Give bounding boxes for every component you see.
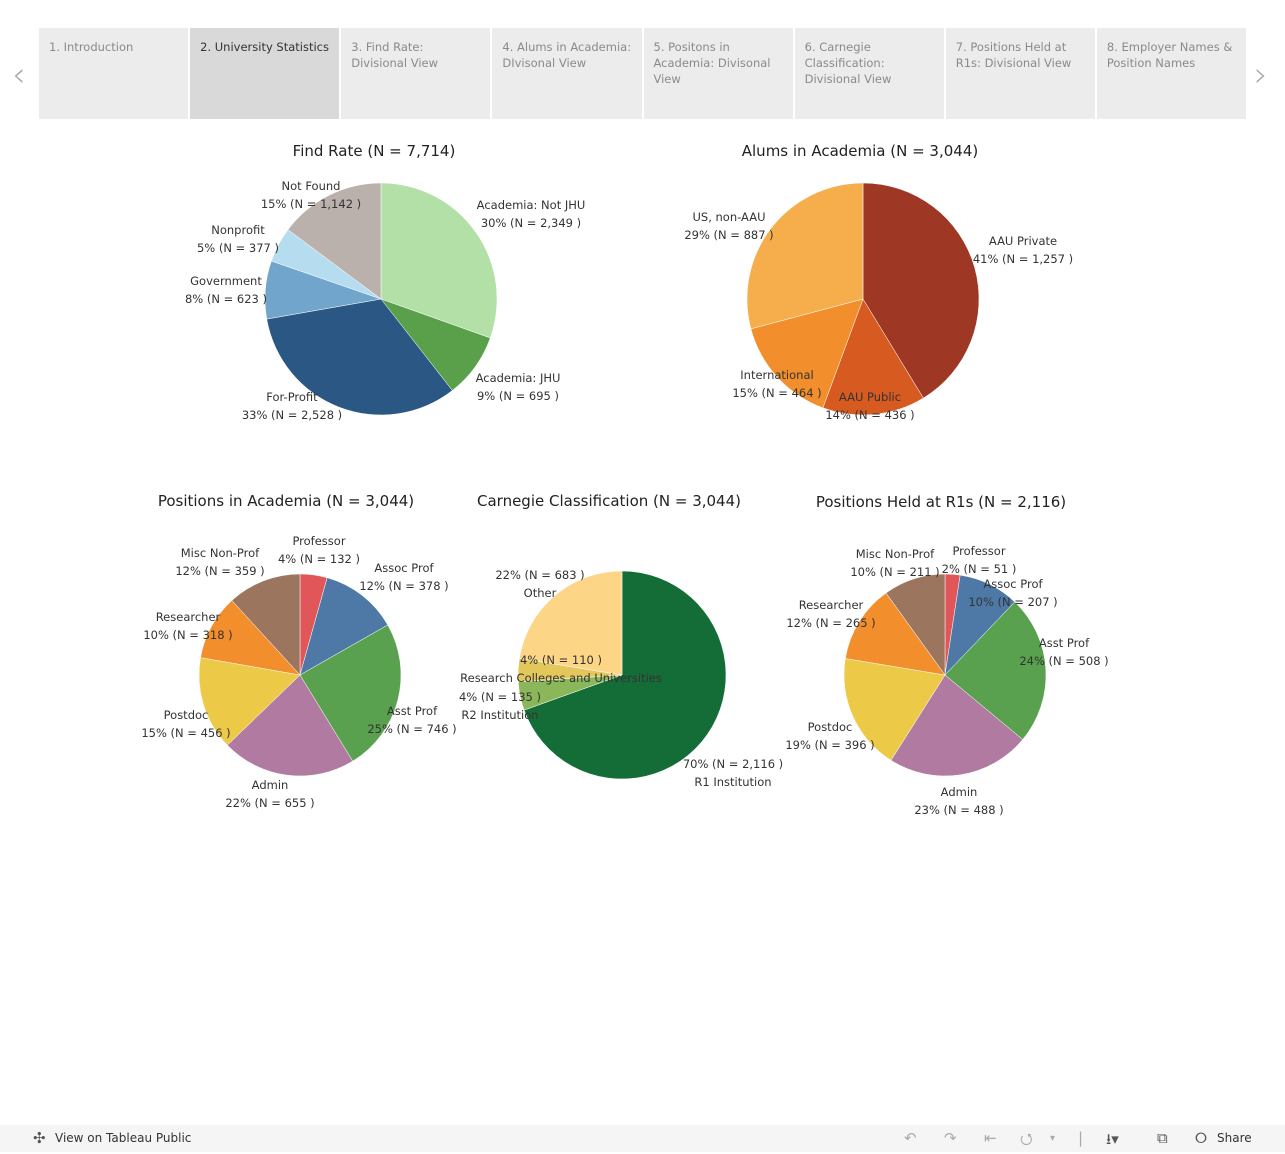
pie-slice-r1-institution[interactable] <box>523 570 727 780</box>
pie-slice-postdoc[interactable] <box>198 657 301 746</box>
tab-1[interactable]: 1. Introduction <box>39 28 189 119</box>
fullscreen-icon[interactable]: ⧉ <box>1157 1129 1168 1147</box>
share-button[interactable]: Share <box>1217 1131 1252 1145</box>
tab-2[interactable]: 2. University Statistics <box>190 28 340 119</box>
redo-icon[interactable]: ↷ <box>944 1129 957 1147</box>
tableau-logo-icon: ✣ <box>33 1129 46 1147</box>
tableau-footer: ✣ View on Tableau Public ↶ ↷ ⇤ ⭯ ▾ | ⭳▾ … <box>0 1125 1285 1152</box>
chart-title-alums-in-academia: Alums in Academia (N = 3,044) <box>741 142 979 160</box>
pie-slice-not-found[interactable] <box>287 182 382 300</box>
pie-slice-for-profit[interactable] <box>266 298 453 416</box>
pie-slice-postdoc[interactable] <box>843 658 946 761</box>
pie-slice-researcher[interactable] <box>845 592 946 676</box>
pie-slice-admin[interactable] <box>890 674 1024 777</box>
tab-8[interactable]: 8. Employer Names & Position Names <box>1096 28 1246 119</box>
pie-slice-assoc-prof[interactable] <box>299 577 389 676</box>
share-icon[interactable]: ⭘ <box>1195 1129 1208 1147</box>
pie-slice-asst-prof[interactable] <box>299 624 402 762</box>
pie-charts <box>198 182 1047 780</box>
pause-dropdown-icon[interactable]: ▾ <box>1050 1133 1056 1144</box>
chart-title-find-rate: Find Rate (N = 7,714) <box>292 142 456 160</box>
pie-slice-academia-not-jhu[interactable] <box>380 182 498 339</box>
tab-3[interactable]: 3. Find Rate: Divisional View <box>341 28 491 119</box>
pie-slice-aau-private[interactable] <box>862 182 980 399</box>
previous-tab-arrow[interactable]: ‹ <box>12 55 26 95</box>
pie-slice-international[interactable] <box>750 298 864 409</box>
story-tabs: 1. Introduction 2. University Statistics 3… <box>39 28 1246 119</box>
pie-slice-misc-non-prof[interactable] <box>231 573 301 676</box>
pie-slice-misc-non-prof[interactable] <box>885 573 946 676</box>
pie-slice-us-non-aau[interactable] <box>746 182 864 330</box>
download-icon[interactable]: ⭳▾ <box>1106 1130 1119 1148</box>
tab-5[interactable]: 5. Positons in Academia: Divisonal View <box>643 28 793 119</box>
revert-icon[interactable]: ⇤ <box>984 1129 997 1147</box>
undo-icon[interactable]: ↶ <box>904 1129 917 1147</box>
pie-slice-admin[interactable] <box>226 674 354 777</box>
pie-slice-asst-prof[interactable] <box>944 601 1047 740</box>
tab-7[interactable]: 7. Positions Held at R1s: Divisional Vie… <box>945 28 1095 119</box>
tab-6[interactable]: 6. Carnegie Classification: Divisional V… <box>794 28 944 119</box>
refresh-icon[interactable]: ⭯ <box>1020 1130 1033 1148</box>
chart-title-positions-held-at-r1s: Positions Held at R1s (N = 2,116) <box>815 493 1067 511</box>
chart-title-carnegie-classification: Carnegie Classification (N = 3,044) <box>477 492 741 510</box>
divider: | <box>1078 1129 1084 1147</box>
chart-title-positions-in-academia: Positions in Academia (N = 3,044) <box>157 492 415 510</box>
pie-slice-other[interactable] <box>519 570 623 676</box>
view-on-tableau-public-link[interactable]: View on Tableau Public <box>55 1131 192 1145</box>
pie-slice-aau-public[interactable] <box>822 298 924 416</box>
next-tab-arrow[interactable]: › <box>1254 55 1268 95</box>
tab-4[interactable]: 4. Alums in Academia: DIvisonal View <box>492 28 642 119</box>
